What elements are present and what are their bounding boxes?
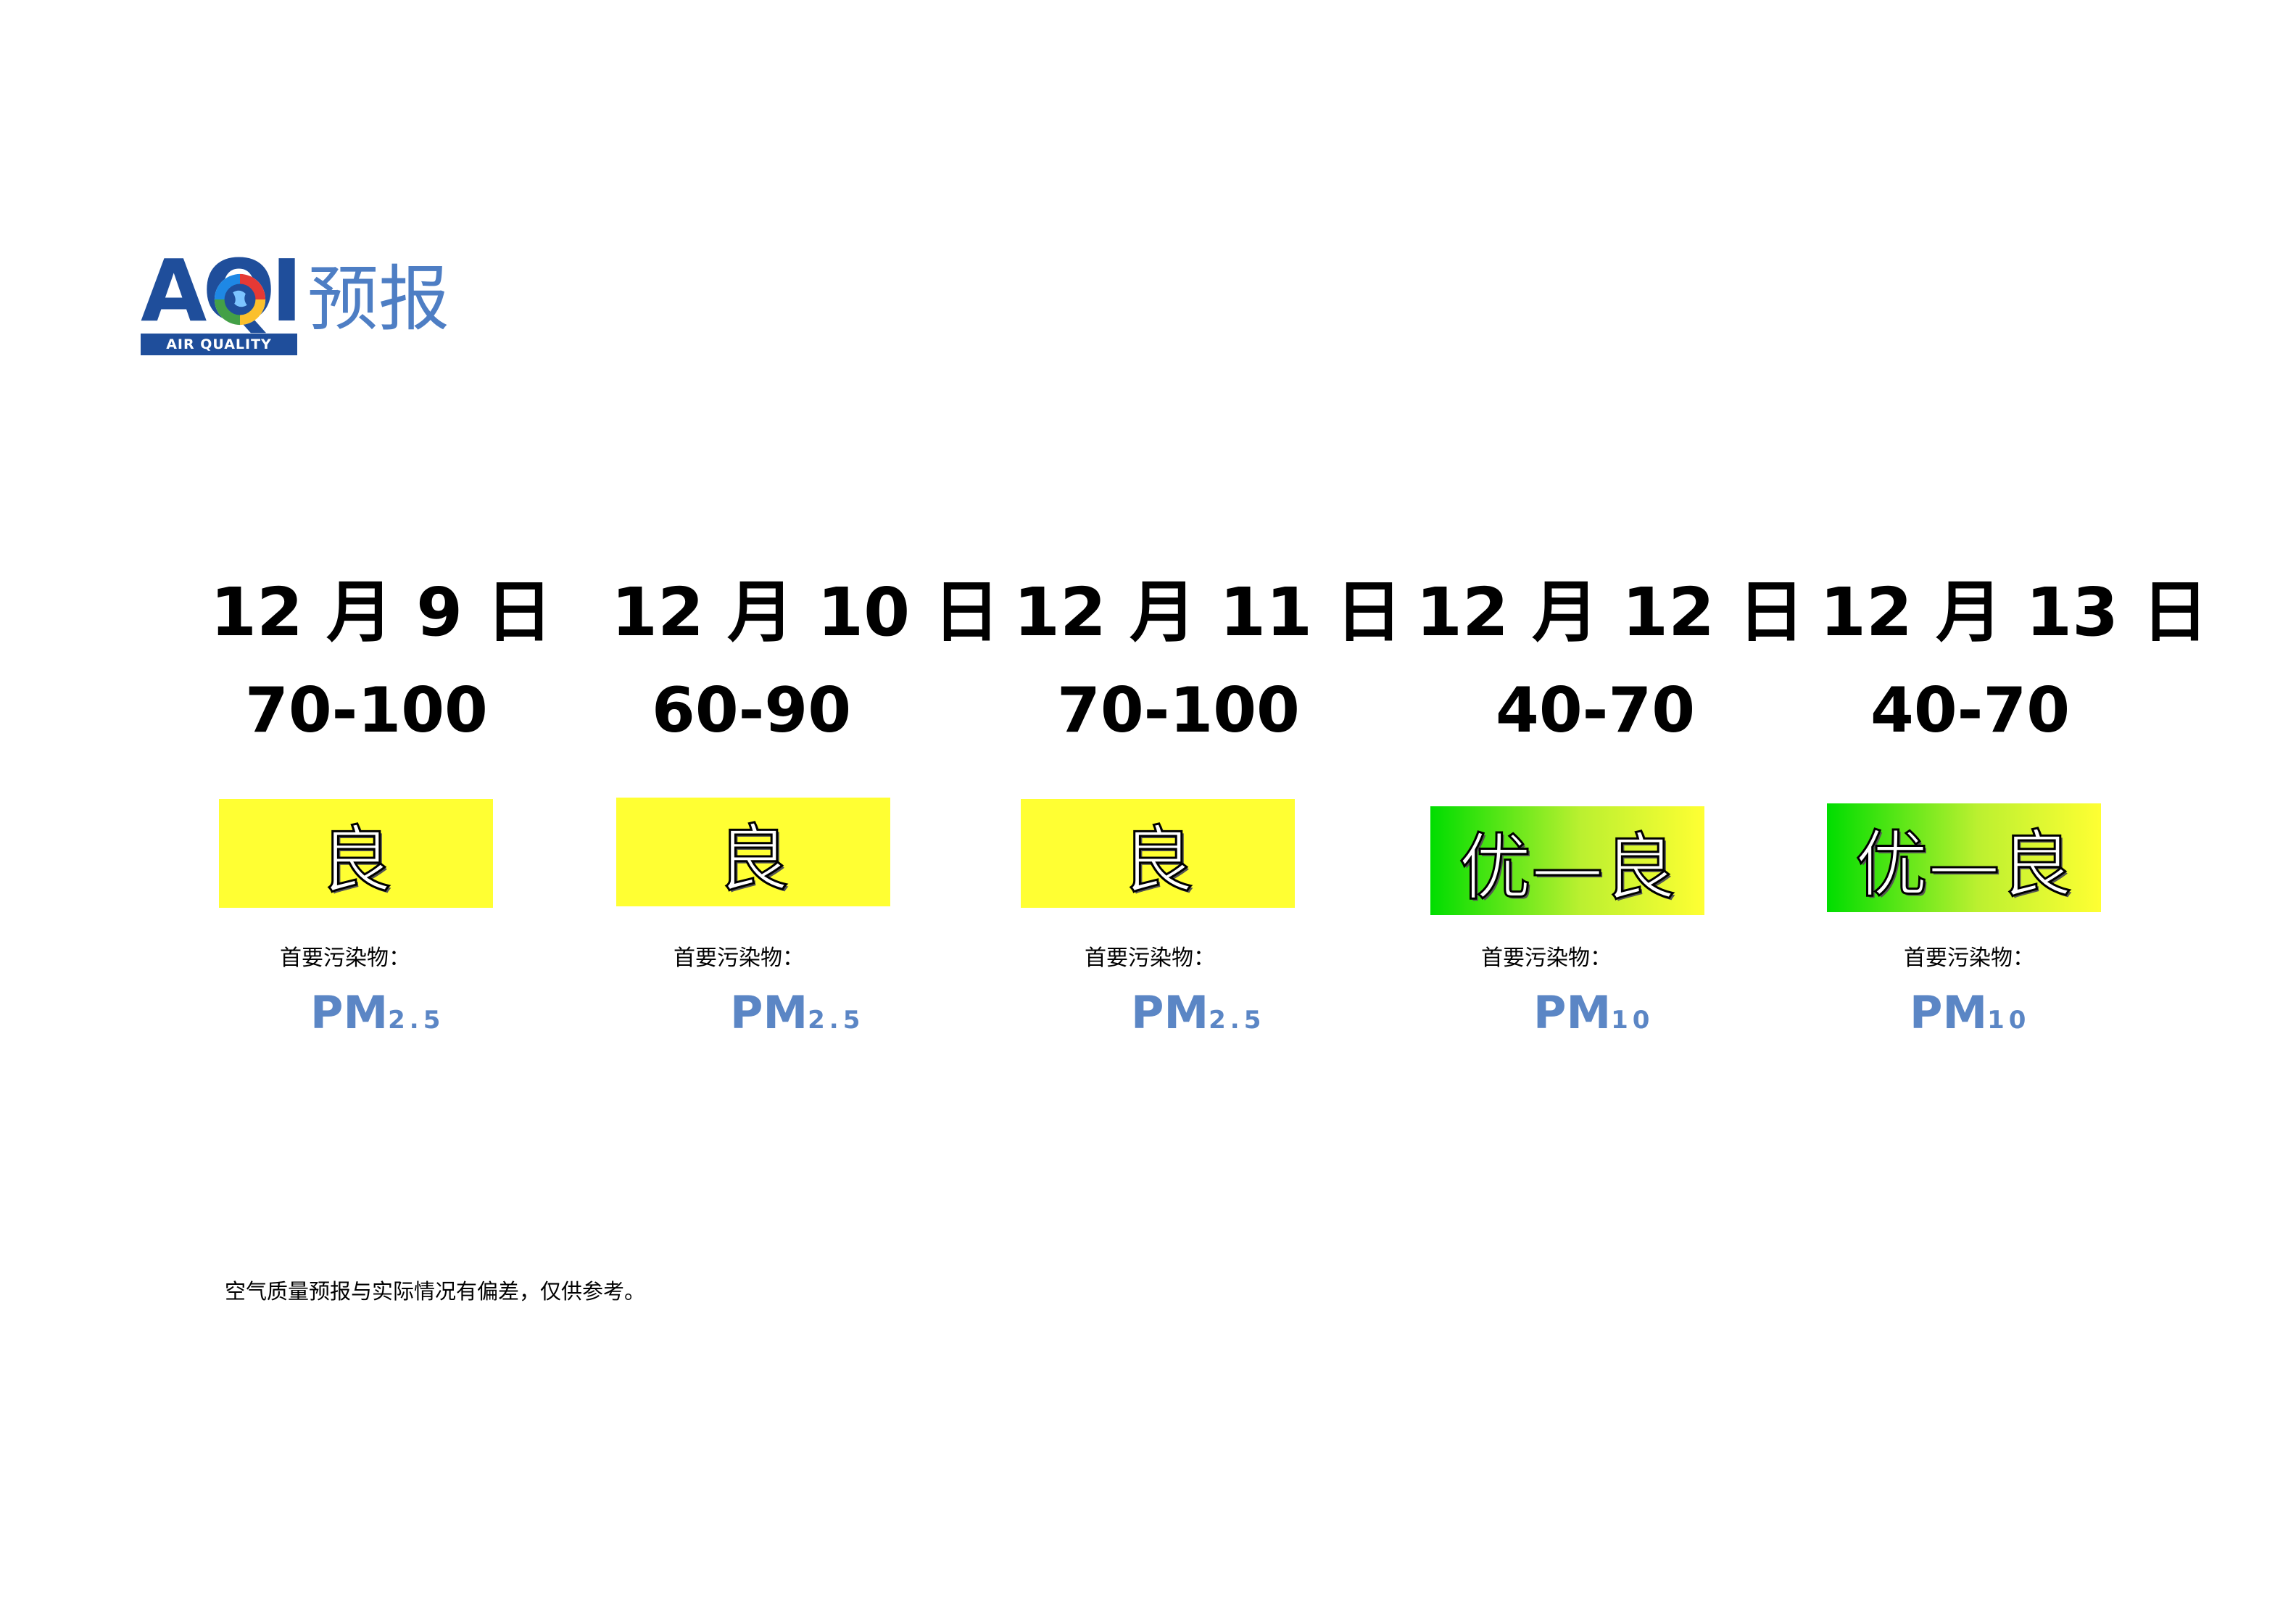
aqi-logo-word: 预报 [307, 258, 450, 341]
primary-pollutant: PM2.5 [310, 986, 444, 1039]
air-quality-level: 良 [1021, 799, 1295, 908]
globe-icon [214, 273, 266, 326]
pollutant-subscript: 10 [1987, 1006, 2031, 1035]
forecast-date: 12 月 11 日 [1014, 574, 1403, 651]
primary-pollutant: PM10 [1533, 986, 1654, 1039]
aqi-logo-tagline: AIR QUALITY INDEX [141, 334, 297, 374]
forecast-day: 12 月 11 日 70-100 良 首要污染物： PM2.5 [1014, 544, 1403, 1066]
air-quality-level: 良 [616, 798, 890, 906]
aqi-range: 40-70 [1870, 674, 2071, 747]
forecast-date: 12 月 12 日 [1416, 574, 1805, 651]
primary-pollutant: PM2.5 [1131, 986, 1265, 1039]
pollutant-name: PM [1910, 986, 1988, 1039]
aqi-logo: AQI AIR QUALITY INDEX 预报 [141, 248, 460, 374]
forecast-date: 12 月 13 日 [1820, 574, 2209, 651]
air-quality-level: 优—良 [1827, 803, 2101, 912]
aqi-range: 70-100 [245, 674, 488, 747]
aqi-range: 40-70 [1496, 674, 1696, 747]
primary-pollutant-label: 首要污染物： [1085, 946, 1215, 971]
pollutant-subscript: 2.5 [388, 1006, 445, 1035]
forecast-day: 12 月 13 日 40-70 优—良 首要污染物： PM10 [1820, 544, 2209, 1066]
disclaimer-footnote: 空气质量预报与实际情况有偏差，仅供参考。 [225, 1279, 646, 1304]
pollutant-name: PM [1131, 986, 1209, 1039]
pollutant-name: PM [730, 986, 808, 1039]
primary-pollutant-label: 首要污染物： [1904, 946, 2034, 971]
pollutant-name: PM [310, 986, 389, 1039]
pollutant-name: PM [1533, 986, 1612, 1039]
aqi-logo-mark: AQI AIR QUALITY INDEX [141, 248, 303, 374]
forecast-day: 12 月 12 日 40-70 优—良 首要污染物： PM10 [1416, 544, 1805, 1066]
aqi-range: 70-100 [1057, 674, 1300, 747]
primary-pollutant-label: 首要污染物： [1481, 946, 1612, 971]
air-quality-level: 优—良 [1430, 806, 1704, 915]
pollutant-subscript: 2.5 [808, 1006, 865, 1035]
forecast-date: 12 月 10 日 [611, 574, 1000, 651]
aqi-range: 60-90 [652, 674, 852, 747]
primary-pollutant: PM10 [1910, 986, 2030, 1039]
air-quality-level: 良 [219, 799, 493, 908]
primary-pollutant-label: 首要污染物： [674, 946, 804, 971]
primary-pollutant-label: 首要污染物： [280, 946, 410, 971]
pollutant-subscript: 10 [1611, 1006, 1654, 1035]
forecast-day: 12 月 9 日 70-100 良 首要污染物： PM2.5 [210, 544, 587, 1066]
pollutant-subscript: 2.5 [1209, 1006, 1266, 1035]
forecast-date: 12 月 9 日 [210, 574, 553, 651]
primary-pollutant: PM2.5 [730, 986, 864, 1039]
forecast-day: 12 月 10 日 60-90 良 首要污染物： PM2.5 [611, 544, 1000, 1066]
